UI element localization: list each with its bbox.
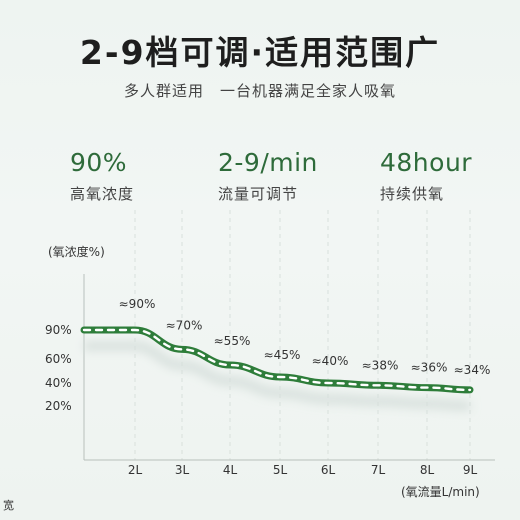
data-label: ≈70% — [166, 318, 203, 332]
data-label: ≈45% — [264, 348, 301, 362]
x-axis-title: (氧流量L/min) — [401, 485, 480, 499]
stat-label: 流量可调节 — [218, 185, 299, 203]
x-tick-label: 9L — [463, 463, 478, 477]
y-tick-label: 40% — [45, 376, 72, 390]
data-label: ≈55% — [214, 334, 251, 348]
x-tick-labels: 2L 3L 4L 5L 6L 7L 8L 9L — [128, 463, 478, 477]
y-tick-label: 60% — [45, 352, 72, 366]
stat-label: 持续供氧 — [380, 185, 445, 203]
stat-continuous-supply: 48hour 持续供氧 — [380, 148, 520, 204]
series-shadow — [84, 341, 471, 411]
page-title: 2-9档可调·适用范围广 — [79, 33, 441, 72]
x-tick-label: 6L — [321, 463, 336, 477]
page-subtitle: 多人群适用 一台机器满足全家人吸氧 — [123, 82, 396, 100]
y-tick-label: 90% — [45, 323, 72, 337]
chart-grid — [134, 210, 471, 460]
x-tick-label: 7L — [371, 463, 386, 477]
data-label: ≈38% — [362, 358, 399, 372]
data-label: ≈34% — [454, 363, 491, 377]
x-tick-label: 5L — [273, 463, 288, 477]
series-line-dash — [82, 328, 472, 392]
y-tick-label: 20% — [45, 399, 72, 413]
y-axis-title: (氧浓度%) — [48, 244, 105, 259]
data-label: ≈40% — [312, 354, 349, 368]
stat-oxygen-concentration: 90% 高氧浓度 — [70, 148, 240, 204]
data-label: ≈36% — [411, 361, 448, 375]
x-tick-label: 3L — [175, 463, 190, 477]
data-label: ≈90% — [119, 297, 156, 311]
stat-value: 90% — [70, 148, 128, 177]
stat-value: 2-9/min — [218, 148, 318, 177]
stat-flow-adjustable: 2-9/min 流量可调节 — [218, 148, 388, 204]
stat-value: 48hour — [380, 148, 473, 177]
y-tick-labels: 90% 60% 40% 20% — [45, 323, 72, 413]
x-tick-label: 2L — [128, 463, 143, 477]
data-labels: ≈90% ≈70% ≈55% ≈45% ≈40% ≈38% ≈36% ≈34% — [119, 297, 491, 377]
stat-label: 高氧浓度 — [70, 185, 135, 203]
x-tick-label: 8L — [420, 463, 435, 477]
x-tick-label: 4L — [223, 463, 238, 477]
corner-text: 宽 — [3, 499, 14, 512]
